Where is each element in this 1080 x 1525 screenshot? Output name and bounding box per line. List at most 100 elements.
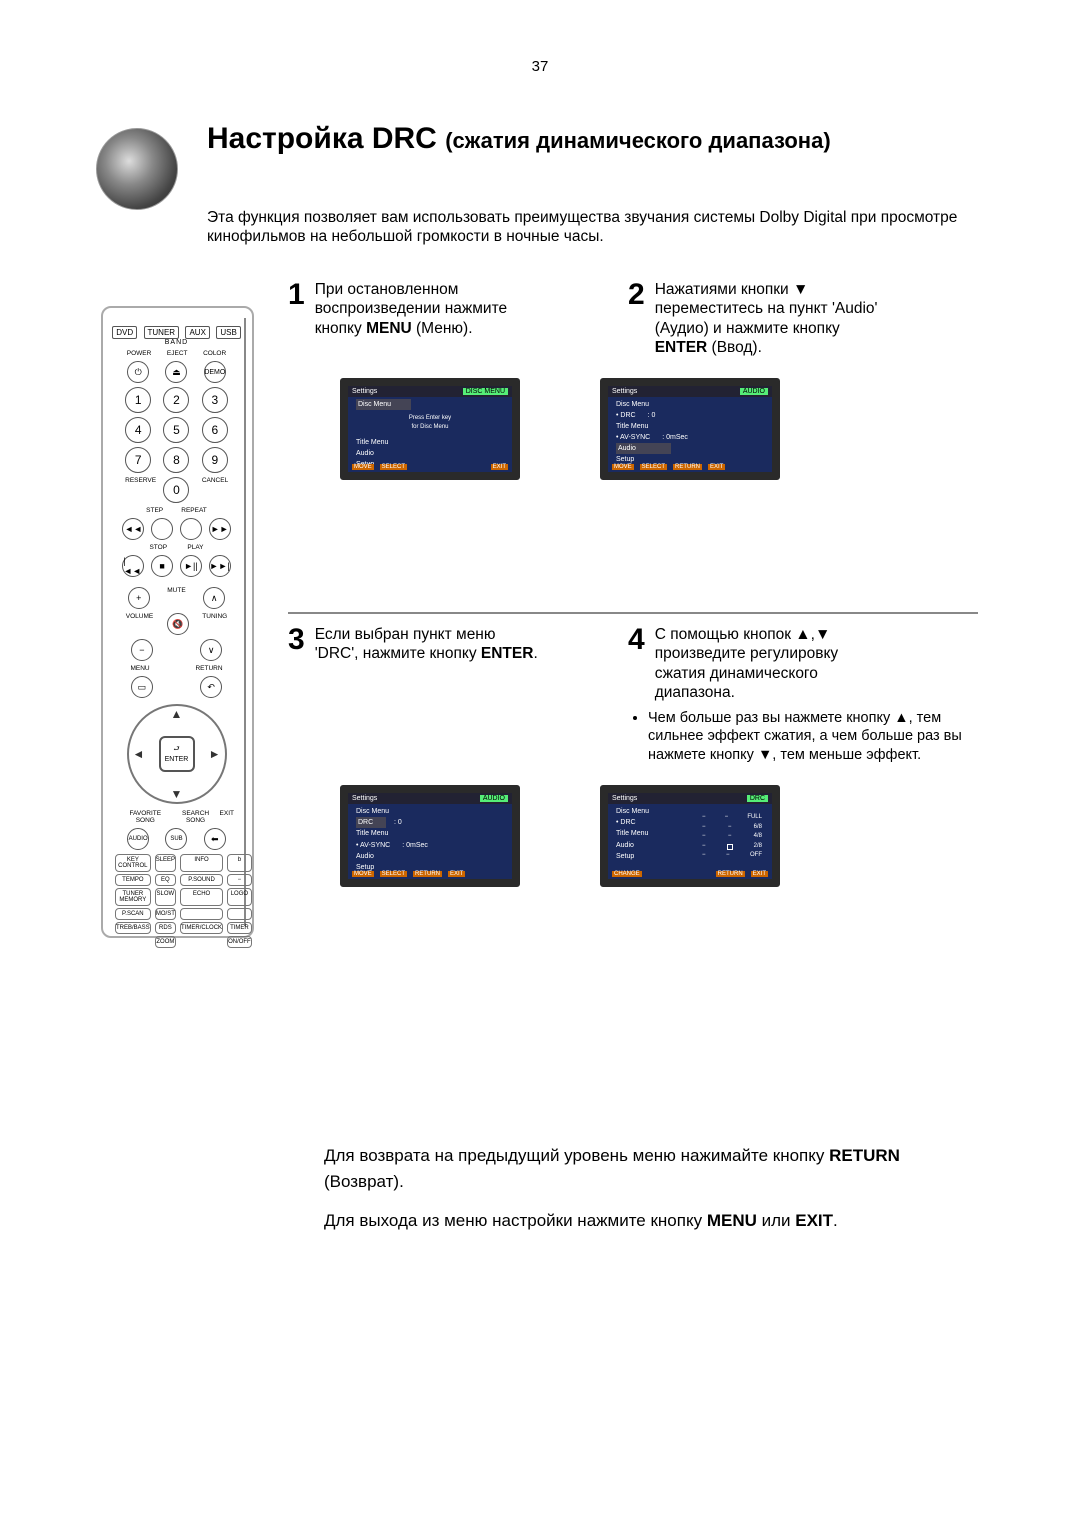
btn: TEMPO bbox=[115, 874, 151, 886]
btn: TUNER MEMORY bbox=[115, 888, 151, 906]
tune-up-button: ∧ bbox=[203, 587, 225, 609]
step-1-num: 1 bbox=[288, 280, 305, 358]
btn: P.SOUND bbox=[180, 874, 223, 886]
remote-mode-row: DVD TUNER AUX USB bbox=[109, 326, 244, 339]
drc-slider: −−FULL −−6/8 −−4/8 −2/8 −−OFF bbox=[702, 813, 762, 859]
title-sub: (сжатия динамического диапазона) bbox=[445, 128, 830, 153]
rewind-button: ◄◄ bbox=[122, 518, 144, 540]
page-title: Настройка DRC (сжатия динамического диап… bbox=[207, 122, 967, 156]
cancel-label: CANCEL bbox=[202, 477, 228, 503]
btn: − bbox=[227, 874, 252, 886]
menu-label: MENU bbox=[130, 665, 149, 672]
step-2-num: 2 bbox=[628, 280, 645, 358]
btn: ECHO bbox=[180, 888, 223, 906]
eject-button: ⏏ bbox=[165, 361, 187, 383]
step-3-text: Если выбран пункт меню 'DRC', нажмите кн… bbox=[315, 625, 538, 703]
menu-button: ▭ bbox=[131, 676, 153, 698]
label-color: COLOR bbox=[203, 350, 226, 357]
right-arrow-icon: ► bbox=[209, 747, 221, 761]
return-label: RETURN bbox=[195, 665, 222, 672]
enter-button: ⮐ENTER bbox=[159, 736, 195, 772]
power-button: ⏻ bbox=[127, 361, 149, 383]
repeat-button bbox=[180, 518, 202, 540]
btn: KEY CONTROL bbox=[115, 854, 151, 872]
digit-4: 4 bbox=[125, 417, 151, 443]
vol-up-button: + bbox=[128, 587, 150, 609]
step-button bbox=[151, 518, 173, 540]
btn: SLEEP bbox=[155, 854, 176, 872]
stop-label: STOP bbox=[149, 544, 167, 551]
remote-control-figure: DVD TUNER AUX USB BAND POWER EJECT COLOR… bbox=[101, 306, 254, 938]
vol-down-button: − bbox=[131, 639, 153, 661]
btn: b bbox=[227, 854, 252, 872]
mute-label: MUTE bbox=[167, 587, 185, 609]
bottom-buttons: KEY CONTROL SLEEP INFO b TEMPO EQ P.SOUN… bbox=[115, 854, 238, 948]
steps-row-1: 1 При остановленном воспроизведении нажм… bbox=[288, 280, 978, 480]
digit-1: 1 bbox=[125, 387, 151, 413]
btn: ZOOM bbox=[155, 936, 176, 948]
tune-down-button: ∨ bbox=[200, 639, 222, 661]
mode-usb: USB bbox=[216, 326, 240, 339]
digit-0: 0 bbox=[163, 477, 189, 503]
step-1-text: При остановленном воспроизведении нажмит… bbox=[315, 280, 507, 358]
page-number: 37 bbox=[0, 58, 1080, 75]
screen-2: SettingsAUDIO Disc Menu • DRC: 0 Title M… bbox=[600, 378, 780, 480]
label-eject: EJECT bbox=[167, 350, 188, 357]
horizontal-divider bbox=[288, 612, 978, 614]
left-arrow-icon: ◄ bbox=[133, 747, 145, 761]
up-arrow-icon: ▲ bbox=[171, 707, 183, 721]
label-power: POWER bbox=[127, 350, 152, 357]
exit-label: EXIT bbox=[220, 810, 234, 824]
digit-9: 9 bbox=[202, 447, 228, 473]
btn: RDS bbox=[155, 922, 176, 934]
btn bbox=[227, 908, 252, 920]
btn bbox=[180, 908, 223, 920]
next-button: ►►| bbox=[209, 555, 231, 577]
prev-button: |◄◄ bbox=[122, 555, 144, 577]
btn: P.SCAN bbox=[115, 908, 151, 920]
tuning-label: TUNING bbox=[202, 613, 227, 635]
step-4-bullets: Чем больше раз вы нажмете кнопку ▲, тем … bbox=[628, 709, 978, 766]
step-3-num: 3 bbox=[288, 625, 305, 703]
screen-1: SettingsDISC MENU Disc Menu Press Enter … bbox=[340, 378, 520, 480]
btn: TIMER/CLOCK bbox=[180, 922, 223, 934]
play-label: PLAY bbox=[187, 544, 203, 551]
sub-button: SUB bbox=[165, 828, 187, 850]
search-label: SEARCH SONG bbox=[172, 810, 220, 824]
step-label: STEP bbox=[146, 507, 163, 514]
return-button: ↶ bbox=[200, 676, 222, 698]
btn: MO/ST bbox=[155, 908, 176, 920]
mute-button: 🔇 bbox=[167, 613, 189, 635]
btn: ON/OFF bbox=[227, 936, 252, 948]
steps-row-2: 3 Если выбран пункт меню 'DRC', нажмите … bbox=[288, 625, 978, 887]
forward-button: ►► bbox=[209, 518, 231, 540]
play-button: ►|| bbox=[180, 555, 202, 577]
step-2-text: Нажатиями кнопки ▼ переместитесь на пунк… bbox=[655, 280, 878, 358]
down-arrow-icon: ▼ bbox=[171, 787, 183, 801]
speaker-icon bbox=[96, 128, 178, 210]
screen-3: SettingsAUDIO Disc Menu DRC: 0 Title Men… bbox=[340, 785, 520, 887]
mode-aux: AUX bbox=[185, 326, 209, 339]
btn: EQ bbox=[155, 874, 176, 886]
demo-button: DEMO bbox=[204, 361, 226, 383]
fav-label: FAVORITE SONG bbox=[119, 810, 172, 824]
digit-8: 8 bbox=[163, 447, 189, 473]
footer-notes: Для возврата на предыдущий уровень меню … bbox=[324, 1143, 964, 1248]
screen-4: SettingsDRC Disc Menu • DRC Title Menu A… bbox=[600, 785, 780, 887]
mode-tuner: TUNER bbox=[144, 326, 180, 339]
step-4-num: 4 bbox=[628, 625, 645, 703]
digit-3: 3 bbox=[202, 387, 228, 413]
volume-label: VOLUME bbox=[126, 613, 153, 635]
band-label: BAND bbox=[109, 339, 244, 346]
digit-6: 6 bbox=[202, 417, 228, 443]
mode-dvd: DVD bbox=[112, 326, 137, 339]
digit-5: 5 bbox=[163, 417, 189, 443]
btn: INFO bbox=[180, 854, 223, 872]
stop-button: ■ bbox=[151, 555, 173, 577]
btn: TIMER bbox=[227, 922, 252, 934]
btn: TREB/BASS bbox=[115, 922, 151, 934]
intro-text: Эта функция позволяет вам использовать п… bbox=[207, 208, 967, 247]
repeat-label: REPEAT bbox=[181, 507, 207, 514]
reserve-label: RESERVE bbox=[125, 477, 151, 503]
title-main: Настройка DRC bbox=[207, 122, 437, 155]
